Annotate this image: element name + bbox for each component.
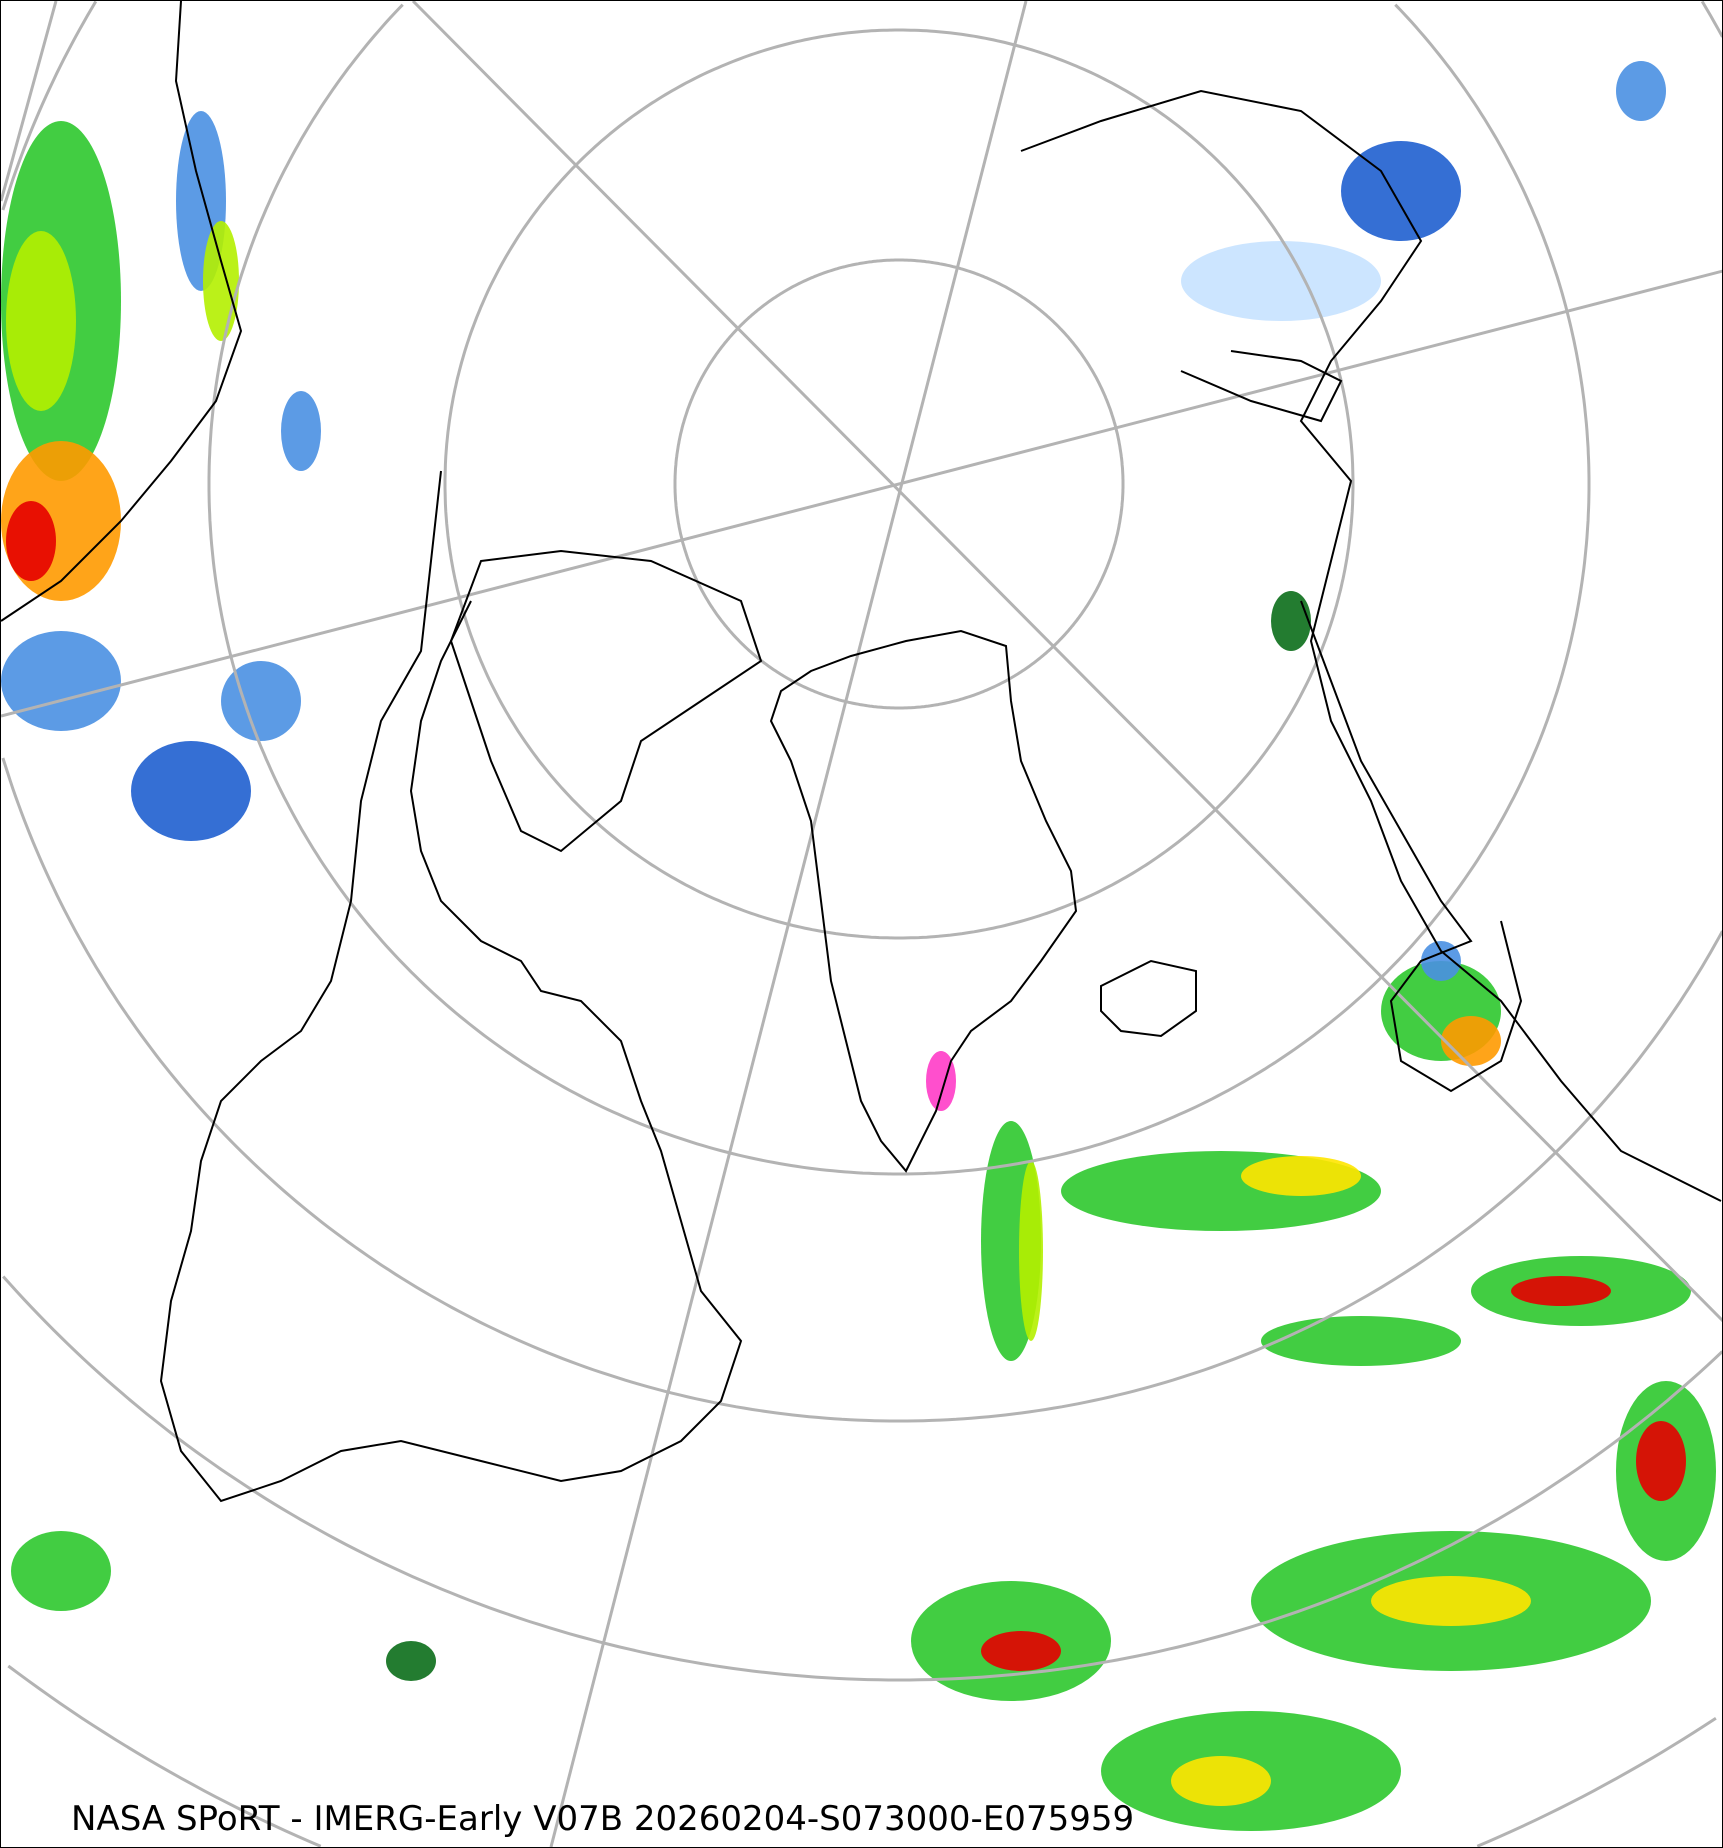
north-america-coastline bbox=[159, 470, 743, 1503]
precipitation-area bbox=[981, 1631, 1061, 1671]
meridian-line bbox=[411, 1, 1722, 1323]
precipitation-area bbox=[1019, 1161, 1043, 1341]
latitude-circle bbox=[673, 258, 1125, 710]
latitude-circle bbox=[2, 1275, 1722, 1682]
precipitation-layer bbox=[1, 61, 1716, 1831]
precipitation-area bbox=[6, 231, 76, 411]
meridian-line bbox=[549, 1, 1028, 1847]
precipitation-area bbox=[221, 661, 301, 741]
precipitation-area bbox=[11, 1531, 111, 1611]
precipitation-area bbox=[1, 631, 121, 731]
scandinavia-coastline bbox=[1300, 600, 1523, 1093]
meridian-line bbox=[1, 1, 58, 202]
alaska-coastline bbox=[1, 1, 243, 622]
russia-arctic-coastline bbox=[1180, 350, 1343, 423]
precipitation-area bbox=[1421, 941, 1461, 981]
precipitation-area bbox=[1441, 1016, 1501, 1066]
precipitation-area bbox=[6, 501, 56, 581]
precipitation-area bbox=[1511, 1276, 1611, 1306]
iceland-coastline bbox=[1100, 959, 1197, 1038]
precipitation-area bbox=[1271, 591, 1311, 651]
precipitation-area bbox=[131, 741, 251, 841]
precipitation-area bbox=[386, 1641, 436, 1681]
latitude-circle bbox=[7, 1664, 1717, 1847]
precipitation-area bbox=[1341, 141, 1461, 241]
coastlines bbox=[1, 1, 1722, 1503]
precipitation-area bbox=[1636, 1421, 1686, 1501]
canadian-archipelago-coastline bbox=[449, 549, 763, 853]
precipitation-area bbox=[1261, 1316, 1461, 1366]
latitude-circle bbox=[443, 28, 1355, 940]
latitude-circle bbox=[1, 1, 1722, 1423]
precipitation-area bbox=[281, 391, 321, 471]
precipitation-area bbox=[1241, 1156, 1361, 1196]
greenland-coastline bbox=[769, 629, 1078, 1173]
map-caption: NASA SPoRT - IMERG-Early V07B 20260204-S… bbox=[71, 1799, 1135, 1839]
precipitation-area bbox=[1616, 61, 1666, 121]
precipitation-area bbox=[203, 221, 239, 341]
precipitation-area bbox=[1181, 241, 1381, 321]
precipitation-area bbox=[1371, 1576, 1531, 1626]
meridian-line bbox=[1, 269, 1722, 718]
precipitation-area bbox=[1171, 1756, 1271, 1806]
eurasia-coastline bbox=[1020, 89, 1722, 1202]
